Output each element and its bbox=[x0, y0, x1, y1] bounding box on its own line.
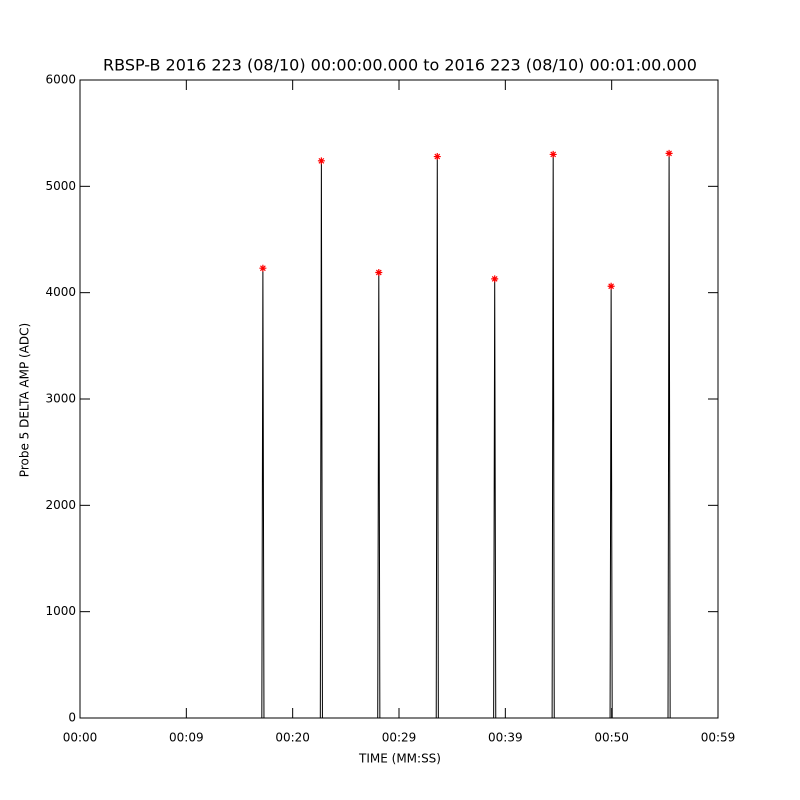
chart-title: RBSP-B 2016 223 (08/10) 00:00:00.000 to … bbox=[103, 56, 697, 75]
peak-marker bbox=[317, 157, 325, 165]
peak-marker bbox=[549, 150, 557, 158]
y-tick-label: 4000 bbox=[45, 285, 76, 299]
y-tick-label: 6000 bbox=[45, 73, 76, 87]
x-tick-label: 00:59 bbox=[701, 731, 736, 745]
peak-marker bbox=[665, 149, 673, 157]
x-tick-label: 00:20 bbox=[275, 731, 310, 745]
peak-marker bbox=[433, 153, 441, 161]
data-line bbox=[80, 153, 718, 719]
x-tick-label: 00:50 bbox=[594, 731, 629, 745]
y-tick-label: 5000 bbox=[45, 179, 76, 193]
peak-marker bbox=[491, 275, 499, 283]
peak-marker bbox=[375, 268, 383, 276]
peak-marker bbox=[607, 282, 615, 290]
y-axis-label: Probe 5 DELTA AMP (ADC) bbox=[18, 323, 32, 477]
x-axis-label: TIME (MM:SS) bbox=[358, 752, 441, 766]
x-tick-label: 00:39 bbox=[488, 731, 523, 745]
y-tick-label: 1000 bbox=[45, 604, 76, 618]
x-tick-label: 00:09 bbox=[169, 731, 204, 745]
x-tick-label: 00:29 bbox=[382, 731, 417, 745]
y-tick-label: 3000 bbox=[45, 392, 76, 406]
x-tick-label: 00:00 bbox=[63, 731, 98, 745]
y-tick-label: 0 bbox=[68, 711, 76, 725]
y-tick-label: 2000 bbox=[45, 498, 76, 512]
peak-marker bbox=[259, 264, 267, 272]
